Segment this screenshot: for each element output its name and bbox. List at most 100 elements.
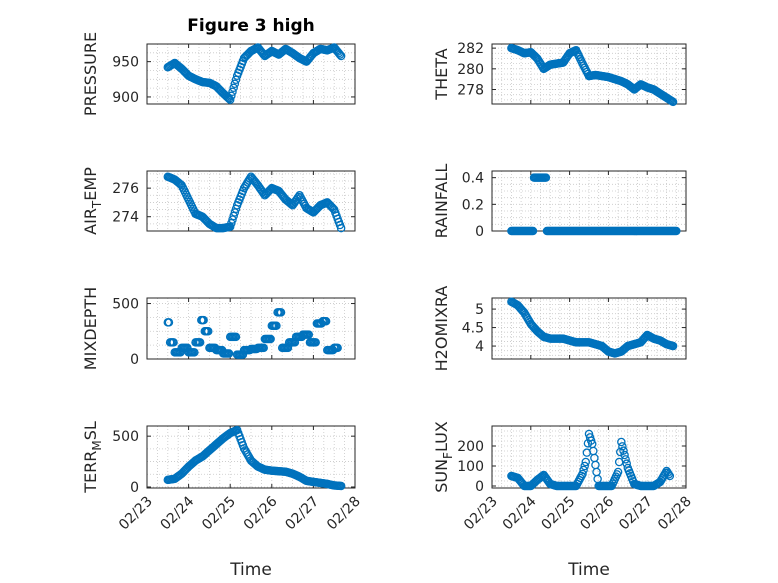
- x-tick-label: 02/28: [655, 494, 695, 534]
- data-point: [336, 223, 346, 233]
- data-point: [164, 318, 174, 327]
- data-point: [259, 343, 268, 353]
- data-point: [333, 343, 342, 353]
- x-tick-label: 02/26: [577, 493, 617, 533]
- data-point: [272, 321, 281, 330]
- y-tick-label: 276: [112, 181, 139, 197]
- data-point: [190, 348, 199, 357]
- data-point: [227, 91, 236, 101]
- y-tick-label: 280: [457, 62, 484, 78]
- data-point: [229, 83, 238, 93]
- axes-box: [146, 425, 356, 489]
- subplot-theta: 278 280 282 THETA: [432, 41, 687, 107]
- data-point: [668, 97, 678, 107]
- data-point: [304, 330, 314, 339]
- y-tick-label: 200: [457, 439, 484, 455]
- subplot-rainfall: 0 0.2 0.4 RAINFALL: [432, 164, 687, 240]
- data-point: [328, 204, 338, 213]
- data-point: [266, 334, 275, 344]
- y-axis-label: SUNFLUX: [432, 421, 455, 493]
- axes-box: [146, 297, 356, 360]
- data-point: [618, 442, 627, 451]
- y-axis-label: PRESSURE: [81, 32, 100, 116]
- data-point: [336, 481, 346, 491]
- data-point: [578, 469, 587, 479]
- data-point: [228, 87, 237, 97]
- subplot-air-temp: 274 276 AIRTEMP: [81, 167, 356, 235]
- y-tick-label: 900: [112, 90, 139, 106]
- axes-box: [491, 425, 687, 489]
- data-point: [311, 338, 320, 347]
- axes-box: [146, 43, 356, 105]
- axes-box: [146, 170, 356, 232]
- y-tick-label: 500: [112, 297, 139, 313]
- data-point: [528, 226, 538, 236]
- data-point: [591, 460, 600, 470]
- y-axis-label: H2OMIXRA: [432, 286, 451, 372]
- y-axis-label: MIXDEPTH: [81, 287, 100, 370]
- x-tick-label: 02/26: [241, 493, 281, 533]
- data-point: [231, 332, 241, 342]
- y-axis-label: THETA: [432, 48, 451, 100]
- y-tick-label: 278: [457, 83, 484, 99]
- data-point: [230, 79, 240, 89]
- panels: 900 950 PRESSURE 278 280 282 THETA 274 276 AIRTEM…: [81, 32, 695, 580]
- data-point: [203, 327, 213, 336]
- x-tick-label: 02/25: [539, 494, 579, 534]
- x-tick-label: 02/24: [500, 493, 540, 533]
- x-tick-label: 02/23: [116, 494, 156, 534]
- x-tick-label: 02/23: [461, 494, 501, 534]
- axes-box: [491, 297, 687, 360]
- y-tick-label: 500: [112, 429, 139, 445]
- y-axis-label: RAINFALL: [432, 164, 451, 239]
- data-point: [617, 437, 626, 447]
- x-tick-label: 02/27: [282, 494, 322, 534]
- data-point: [619, 446, 628, 455]
- data-point: [579, 465, 588, 475]
- data-point: [335, 50, 345, 59]
- data-point: [224, 349, 234, 358]
- subplot-terr-msl: 0 500 02/23 02/24 02/25 02/26 02/27 02/28 Time TE…: [81, 421, 364, 580]
- data-point: [668, 341, 678, 351]
- data-point: [620, 450, 629, 460]
- y-axis-label: TERRMSL: [81, 421, 104, 494]
- data-point: [613, 467, 623, 477]
- data-point: [321, 317, 331, 326]
- x-tick-label: 02/28: [324, 494, 364, 534]
- y-tick-label: 100: [457, 459, 484, 475]
- x-tick-label: 02/25: [199, 494, 239, 534]
- data-point: [589, 446, 598, 456]
- data-point: [581, 457, 591, 467]
- y-tick-label: 274: [112, 210, 139, 226]
- data-point: [195, 338, 205, 347]
- data-point: [621, 455, 630, 464]
- data-point: [276, 308, 286, 317]
- data-point: [665, 471, 675, 481]
- y-tick-label: 0: [130, 480, 139, 496]
- data-point: [672, 226, 681, 236]
- subplot-pressure: 900 950 PRESSURE: [81, 32, 356, 116]
- y-tick-label: 282: [457, 41, 484, 57]
- y-tick-label: 4: [475, 339, 484, 355]
- x-axis-label: Time: [229, 560, 272, 580]
- data-point: [541, 173, 551, 182]
- x-tick-label: 02/27: [616, 494, 656, 534]
- y-tick-label: 5: [475, 302, 484, 318]
- y-tick-label: 0: [130, 352, 139, 368]
- y-axis-label: AIRTEMP: [81, 167, 104, 235]
- y-tick-label: 0.4: [462, 171, 484, 187]
- y-tick-label: 4.5: [462, 321, 484, 337]
- data-point: [590, 453, 599, 463]
- data-point: [664, 470, 674, 479]
- data-point: [593, 474, 602, 484]
- data-point: [225, 95, 235, 105]
- data-point: [336, 51, 346, 61]
- data-point: [580, 461, 589, 471]
- y-tick-label: 0.2: [462, 197, 484, 213]
- figure-title: Figure 3 high: [187, 16, 315, 36]
- subplot-mixdepth: 0 500 MIXDEPTH: [81, 287, 356, 370]
- y-tick-label: 0: [475, 224, 484, 240]
- data-point: [169, 338, 178, 347]
